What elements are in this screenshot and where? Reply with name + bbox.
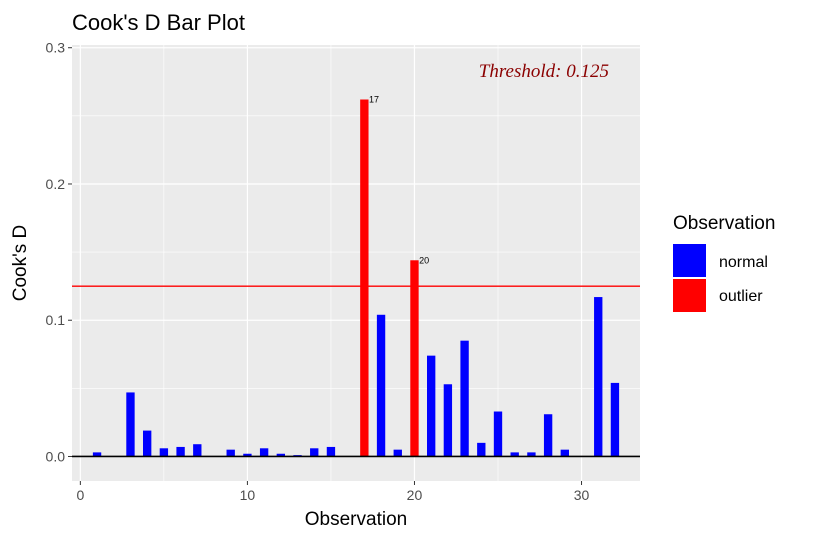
bar-obs-3	[126, 392, 135, 457]
y-tick-label: 0.2	[46, 176, 66, 192]
bar-obs-15	[326, 446, 336, 457]
legend: Observation normal outlier	[673, 213, 775, 312]
y-axis-title: Cook's D	[10, 225, 31, 301]
legend-swatch-normal	[673, 244, 706, 277]
bar-obs-5	[159, 448, 169, 457]
bar-obs-25	[493, 411, 503, 457]
bar-obs-26	[510, 452, 519, 457]
legend-title: Observation	[673, 213, 775, 234]
x-tick-label: 10	[240, 487, 256, 503]
bar-obs-11	[259, 448, 269, 457]
bar-obs-20	[410, 260, 419, 457]
bar-obs-1	[92, 452, 102, 457]
y-tick-label: 0.0	[46, 448, 66, 464]
x-axis-title: Observation	[305, 509, 407, 530]
bar-obs-14	[310, 448, 319, 457]
legend-label-normal: normal	[719, 254, 768, 271]
y-tick-label: 0.1	[46, 312, 66, 328]
y-tick-label: 0.3	[46, 40, 66, 56]
bar-obs-32	[610, 382, 620, 457]
bar-obs-29	[560, 449, 569, 457]
bar-obs-9	[226, 449, 235, 457]
reference-lines	[72, 285, 640, 458]
x-axis: 0 10 20 30	[76, 481, 590, 503]
bars-layer	[92, 99, 620, 457]
bar-obs-10	[243, 453, 252, 457]
bar-obs-12	[276, 453, 285, 457]
bar-obs-6	[176, 446, 185, 457]
bar-obs-27	[527, 452, 536, 457]
chart-title: Cook's D Bar Plot	[72, 10, 245, 35]
bar-label-obs-17: 17	[369, 95, 379, 105]
x-tick-label: 0	[76, 487, 84, 503]
bar-obs-4	[143, 430, 152, 457]
bar-obs-24	[477, 442, 486, 457]
bar-obs-21	[427, 355, 436, 457]
bar-obs-17	[360, 99, 369, 457]
y-axis: 0.0 0.1 0.2 0.3	[46, 40, 72, 464]
legend-label-outlier: outlier	[719, 288, 763, 305]
bar-obs-7	[193, 444, 202, 457]
x-tick-label: 20	[407, 487, 423, 503]
bar-obs-18	[376, 314, 386, 457]
legend-swatch-outlier	[673, 279, 706, 312]
grid-minor	[72, 45, 640, 481]
bar-obs-23	[460, 340, 469, 457]
threshold-annotation: Threshold: 0.125	[479, 61, 609, 82]
bar-obs-28	[543, 414, 553, 457]
x-tick-label: 30	[574, 487, 590, 503]
plot-panel	[72, 45, 640, 481]
bar-obs-19	[393, 449, 402, 457]
bar-label-obs-20: 20	[419, 255, 429, 265]
bar-obs-22	[443, 384, 453, 457]
bar-obs-31	[594, 297, 603, 457]
